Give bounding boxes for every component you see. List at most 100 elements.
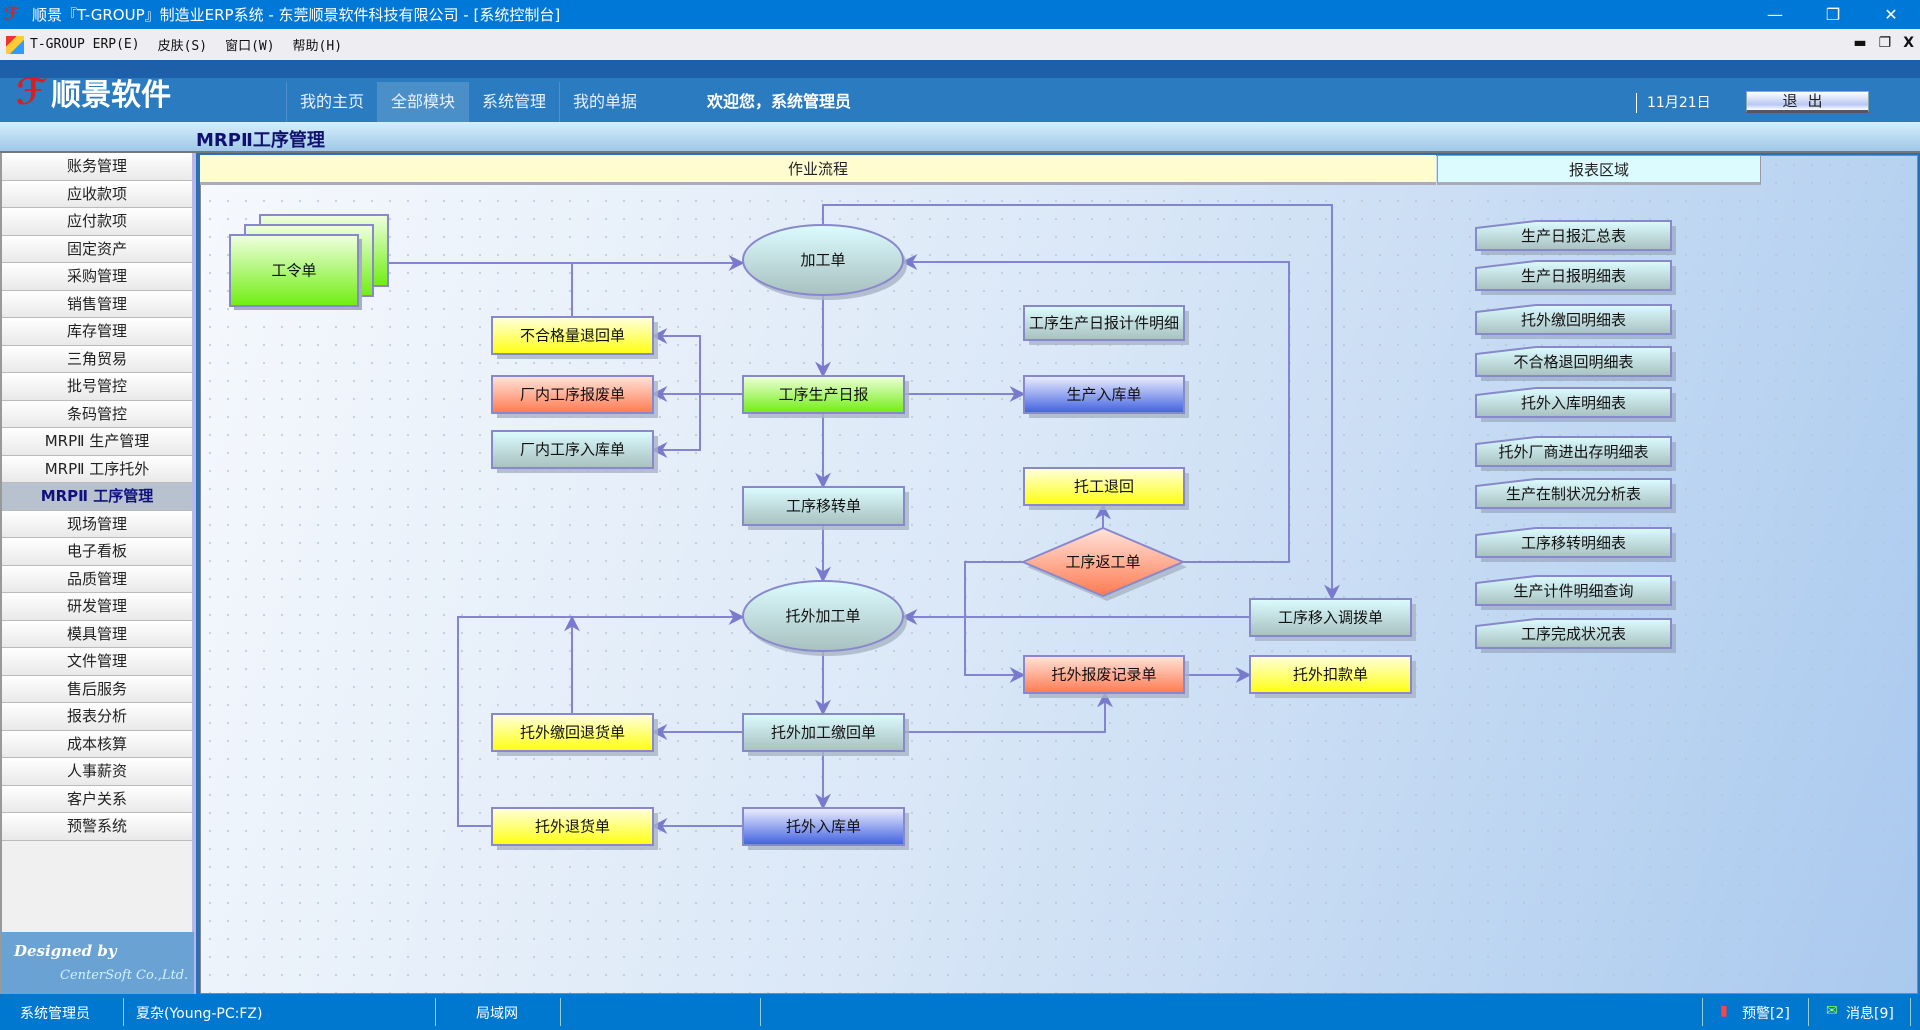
report-button[interactable]: 生产在制状况分析表 (1475, 478, 1676, 513)
sidebar-item[interactable]: 报表分析 (2, 703, 192, 731)
sidebar-item[interactable]: 库存管理 (2, 318, 192, 346)
date-text: 11月21日 (1636, 93, 1711, 113)
sidebar-item[interactable]: 应付款项 (2, 208, 192, 236)
flow-node[interactable]: 工序移入调拨单 (1249, 598, 1416, 641)
report-button[interactable]: 工序移转明细表 (1475, 527, 1676, 562)
flow-connector (901, 254, 1290, 563)
mdi-close-button[interactable]: X (1903, 35, 1914, 51)
flow-node[interactable]: 厂内工序报废单 (491, 375, 658, 418)
flow-node[interactable]: 工序返工单 (1020, 526, 1187, 601)
menu-help[interactable]: 帮助(H) (292, 39, 343, 54)
report-button[interactable]: 生产日报汇总表 (1475, 220, 1676, 255)
sidebar-item[interactable]: 账务管理 (2, 153, 192, 181)
report-label: 不合格退回明细表 (1513, 353, 1633, 371)
minimize-button[interactable]: — (1767, 5, 1783, 24)
tab-1[interactable]: 全部模块 (377, 82, 468, 122)
flow-node[interactable]: 托工退回 (1023, 467, 1189, 510)
report-label: 托外缴回明细表 (1521, 311, 1626, 329)
sidebar-item[interactable]: 售后服务 (2, 675, 192, 703)
flow-node[interactable]: 加工单 (742, 224, 907, 300)
report-button[interactable]: 生产日报明细表 (1475, 260, 1676, 295)
sidebar-item[interactable]: 模具管理 (2, 620, 192, 648)
alerts-link[interactable]: 预警[2] (1742, 1006, 1790, 1022)
flow-node[interactable]: 工序生产日报计件明细 (1023, 305, 1189, 345)
status-bar: 系统管理员 夏杂(Young-PC:FZ) 局域网 ▮ 预警[2] ✉ 消息[9… (0, 994, 1920, 1030)
flow-node[interactable]: 不合格量退回单 (491, 316, 658, 359)
tab-2[interactable]: 系统管理 (468, 82, 559, 122)
menu-skin[interactable]: 皮肤(S) (157, 39, 208, 54)
menu-window[interactable]: 窗口(W) (225, 39, 275, 54)
sidebar-item[interactable]: MRPⅡ 工序托外 (2, 455, 192, 483)
sidebar-item[interactable]: 批号管控 (2, 373, 192, 401)
menu-erp[interactable]: T-GROUP ERP(E) (30, 37, 140, 52)
report-label: 工序完成状况表 (1521, 625, 1626, 643)
sidebar-item[interactable]: 现场管理 (2, 510, 192, 538)
sidebar-item[interactable]: 条码管控 (2, 400, 192, 428)
flow-node[interactable]: 厂内工序入库单 (491, 430, 658, 473)
alert-icon[interactable]: ▮ (1720, 1003, 1728, 1019)
page-title: MRPⅡ工序管理 (196, 130, 325, 151)
flow-node[interactable]: 托外退货单 (491, 807, 658, 850)
flow-node[interactable]: 工序移转单 (742, 486, 909, 530)
mdi-restore-button[interactable]: ❐ (1878, 35, 1892, 51)
report-label: 托外厂商进出存明细表 (1498, 443, 1648, 461)
flow-node[interactable]: 工序生产日报 (742, 375, 909, 418)
message-icon[interactable]: ✉ (1826, 1003, 1838, 1019)
designed-by-footer: Designed by CenterSoft Co.,Ltd. (2, 932, 194, 994)
close-button[interactable]: ✕ (1884, 5, 1898, 24)
report-label: 生产日报汇总表 (1521, 227, 1626, 245)
app-menu-icon[interactable] (6, 35, 24, 54)
sidebar-item[interactable]: 品质管理 (2, 565, 192, 593)
report-button[interactable]: 托外缴回明细表 (1475, 304, 1676, 339)
flow-node[interactable]: 托外扣款单 (1249, 655, 1416, 698)
sidebar-item[interactable]: 固定资产 (2, 235, 192, 263)
report-label: 工序移转明细表 (1521, 534, 1626, 552)
flow-node[interactable]: 工令单 (229, 214, 389, 310)
sidebar-item[interactable]: MRPⅡ 工序管理 (2, 483, 192, 511)
tab-3[interactable]: 我的单据 (559, 82, 650, 122)
exit-button[interactable]: 退出 (1746, 91, 1869, 113)
flow-node-label: 加工单 (800, 251, 845, 269)
report-button[interactable]: 生产计件明细查询 (1475, 575, 1676, 610)
flow-node-label: 工序生产日报 (778, 386, 868, 404)
report-button[interactable]: 工序完成状况表 (1475, 618, 1676, 653)
flow-node[interactable]: 托外报废记录单 (1023, 655, 1189, 698)
sidebar-item[interactable]: 销售管理 (2, 290, 192, 318)
sidebar-item[interactable]: 采购管理 (2, 263, 192, 291)
mdi-minimize-button[interactable]: ▬ (1853, 35, 1867, 51)
sidebar-item[interactable]: 三角贸易 (2, 345, 192, 373)
sidebar-item[interactable]: 应收款项 (2, 180, 192, 208)
tab-0[interactable]: 我的主页 (286, 82, 377, 122)
sidebar-item[interactable]: 预警系统 (2, 813, 192, 841)
flow-node[interactable]: 生产入库单 (1023, 375, 1189, 418)
report-button[interactable]: 托外入库明细表 (1475, 387, 1676, 422)
flow-connector (651, 394, 701, 458)
restore-button[interactable]: ❐ (1825, 5, 1841, 24)
report-button[interactable]: 不合格退回明细表 (1475, 346, 1676, 381)
flow-connector (457, 609, 745, 827)
flow-node[interactable]: 托外加工单 (742, 580, 907, 656)
flow-node[interactable]: 托外入库单 (742, 807, 909, 850)
sidebar-item[interactable]: 成本核算 (2, 730, 192, 758)
flow-node[interactable]: 托外加工缴回单 (742, 713, 909, 756)
sidebar-item[interactable]: 电子看板 (2, 538, 192, 566)
flow-node-label: 厂内工序报废单 (520, 386, 625, 404)
report-label: 生产在制状况分析表 (1506, 485, 1641, 503)
title-bar: ℱ 顺景『T-GROUP』制造业ERP系统 - 东莞顺景软件科技有限公司 - [… (0, 0, 1920, 29)
flow-node[interactable]: 托外缴回退货单 (491, 713, 658, 756)
brand-mark-icon: ℱ (16, 71, 46, 113)
flow-node-label: 托外入库单 (786, 818, 861, 836)
sidebar-item[interactable]: 研发管理 (2, 593, 192, 621)
welcome-text: 欢迎您，系统管理员 (707, 92, 852, 111)
flow-node-label: 托外缴回退货单 (520, 724, 625, 742)
flow-node-label: 托外退货单 (535, 818, 610, 836)
flow-node-label: 工序返工单 (1065, 553, 1140, 571)
report-button[interactable]: 托外厂商进出存明细表 (1475, 436, 1676, 471)
sidebar-item[interactable]: MRPⅡ 生产管理 (2, 428, 192, 456)
reports-header: 报表区域 (1437, 155, 1761, 185)
messages-link[interactable]: 消息[9] (1846, 1006, 1894, 1022)
sidebar-item[interactable]: 人事薪资 (2, 758, 192, 786)
sidebar-item[interactable]: 客户关系 (2, 785, 192, 813)
sidebar-item[interactable]: 文件管理 (2, 648, 192, 676)
